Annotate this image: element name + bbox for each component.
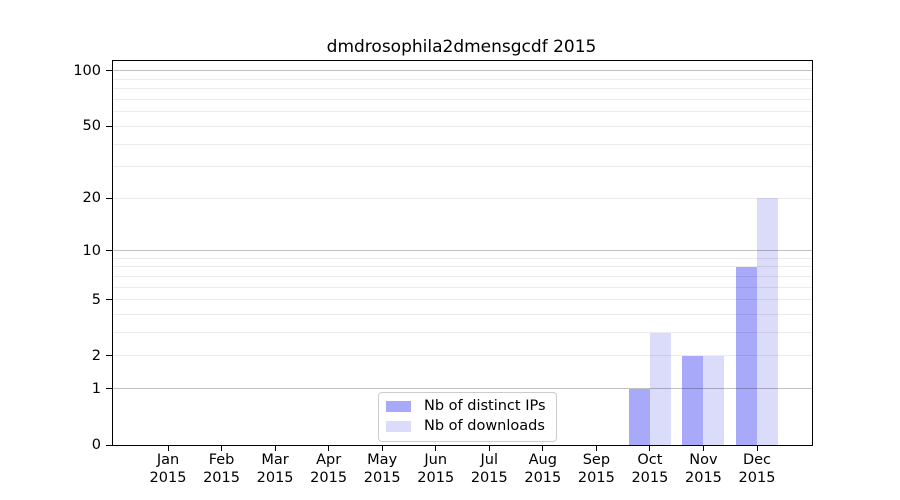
bar-distinct-ips-dec [736,266,757,445]
y-tick-1 [106,388,112,390]
legend-item-distinct-ips: Nb of distinct IPs [386,398,546,415]
y-tick-label-5: 5 [91,291,101,308]
y-tick-label-100: 100 [73,62,101,79]
y-tick-10 [106,250,112,252]
x-tick-aug [542,446,544,451]
x-tick-label-mar: Mar 2015 [256,452,294,486]
x-tick-label-nov: Nov 2015 [685,452,722,486]
x-tick-apr [328,446,330,451]
x-tick-label-sep: Sep 2015 [577,452,615,486]
x-tick-label-feb: Feb 2015 [203,452,240,486]
bar-downloads-nov [703,355,725,445]
plot-area: Nb of distinct IPs Nb of downloads 0 1 2 5 1… [73,60,813,486]
gridline-minor-3 [113,332,812,334]
gridline-minor-9 [113,257,812,259]
y-tick-label-0: 0 [91,436,101,453]
gridline-minor-7 [113,275,812,277]
x-tick-nov [702,446,704,451]
x-tick-sep [595,446,597,451]
gridline-minor-60 [113,111,812,113]
y-tick-100 [106,70,112,72]
gridline-minor-80 [113,88,812,90]
x-tick-jul [488,446,490,451]
legend-swatch-distinct-ips [386,401,411,412]
x-tick-label-may: May 2015 [363,452,401,486]
gridline-minor-90 [113,78,812,80]
gridline-minor-4 [113,314,812,316]
legend-item-downloads: Nb of downloads [386,418,546,435]
gridline-minor-50 [113,125,812,127]
y-tick-label-1: 1 [91,380,101,397]
gridline-minor-6 [113,286,812,288]
gridline-minor-8 [113,266,812,268]
chart-title: dmdrosophila2dmensgcdf 2015 [326,37,597,57]
bar-distinct-ips-oct [628,388,650,445]
x-tick-feb [221,446,223,451]
gridline-minor-70 [113,99,812,101]
y-tick-0 [106,444,112,446]
x-tick-label-jul: Jul 2015 [470,452,508,486]
x-tick-label-apr: Apr 2015 [310,452,348,486]
y-tick-5 [106,299,112,301]
y-tick-50 [106,125,112,127]
x-tick-jan [167,446,169,451]
bar-distinct-ips-nov [682,355,704,445]
y-tick-20 [106,197,112,199]
gridline-major-10 [113,250,812,252]
y-tick-2 [106,355,112,357]
x-tick-dec [756,446,758,451]
legend: Nb of distinct IPs Nb of downloads [378,392,557,442]
y-tick-label-2: 2 [91,347,101,364]
gridline-minor-20 [113,197,812,199]
x-tick-oct [649,446,651,451]
y-tick-label-10: 10 [82,242,101,259]
x-tick-label-jan: Jan 2015 [149,452,187,486]
gridline-minor-30 [113,166,812,168]
gridline-minor-5 [113,299,812,301]
gridline-major-100 [113,70,812,72]
bar-downloads-dec [757,198,778,445]
legend-label-distinct-ips: Nb of distinct IPs [424,398,546,414]
x-tick-label-aug: Aug 2015 [524,452,562,486]
legend-swatch-downloads [386,421,411,432]
x-tick-label-jun: Jun 2015 [417,452,455,486]
bar-downloads-oct [649,332,671,445]
gridline-minor-40 [113,143,812,145]
x-tick-jun [435,446,437,451]
y-tick-label-50: 50 [82,118,101,135]
x-tick-mar [274,446,276,451]
y-tick-label-20: 20 [82,190,101,207]
legend-label-downloads: Nb of downloads [424,418,545,434]
x-tick-may [381,446,383,451]
x-tick-label-dec: Dec 2015 [738,452,776,486]
x-tick-label-oct: Oct 2015 [631,452,669,486]
